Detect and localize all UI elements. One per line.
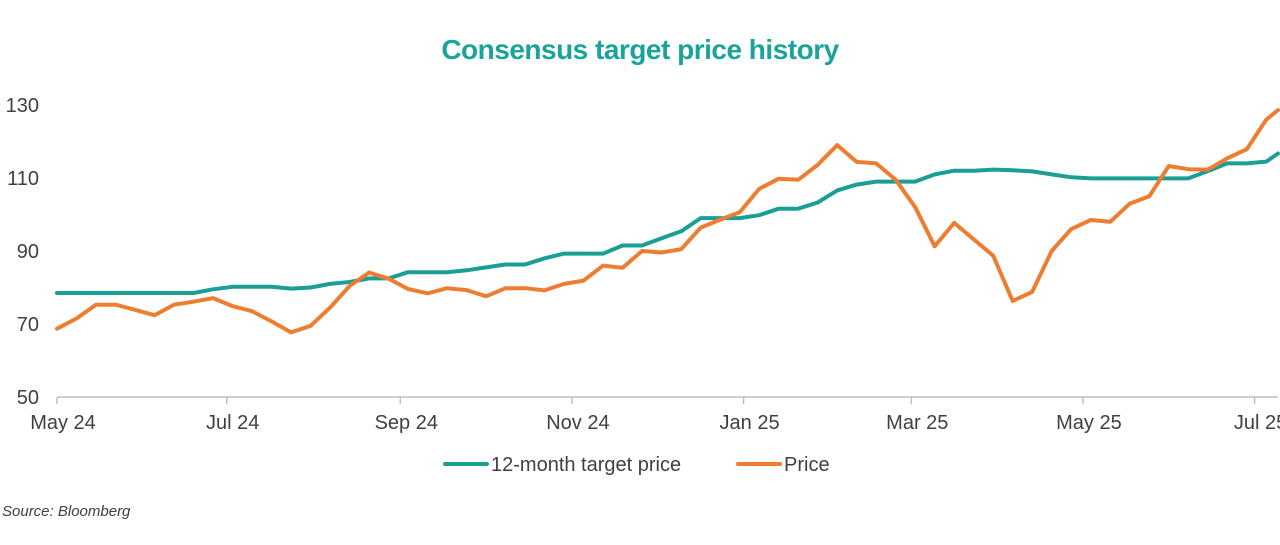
y-axis-ticks: 50 70 90 110 130 (6, 95, 39, 409)
x-tick-label: Jan 25 (720, 412, 780, 434)
y-tick-label: 130 (6, 95, 39, 117)
y-tick-label: 50 (17, 387, 39, 409)
x-tick-label: Mar 25 (886, 412, 948, 434)
y-tick-label: 70 (17, 314, 39, 336)
x-tick-label: Jul 24 (206, 412, 259, 434)
x-axis-ticks: May 24 Jul 24 Sep 24 Nov 24 Jan 25 Mar 25 May … (30, 412, 1280, 434)
x-tick-label: Jul 25 (1234, 412, 1280, 434)
series-layer (55, 108, 1280, 335)
legend: 12-month target price Price (443, 454, 830, 476)
y-tick-label: 110 (7, 168, 39, 190)
x-tick-label: May 24 (30, 412, 96, 434)
x-tick-label: Sep 24 (375, 412, 438, 434)
legend-label-price: Price (784, 454, 830, 476)
y-tick-label: 90 (17, 241, 39, 263)
source-note: Source: Bloomberg (2, 503, 131, 520)
price-line (55, 108, 1280, 335)
chart-title: Consensus target price history (441, 34, 839, 65)
x-axis-tickmarks (56, 397, 1256, 404)
x-tick-label: Nov 24 (546, 412, 609, 434)
legend-label-target: 12-month target price (491, 454, 681, 476)
target-price-line (55, 151, 1280, 295)
x-tick-label: May 25 (1056, 412, 1122, 434)
